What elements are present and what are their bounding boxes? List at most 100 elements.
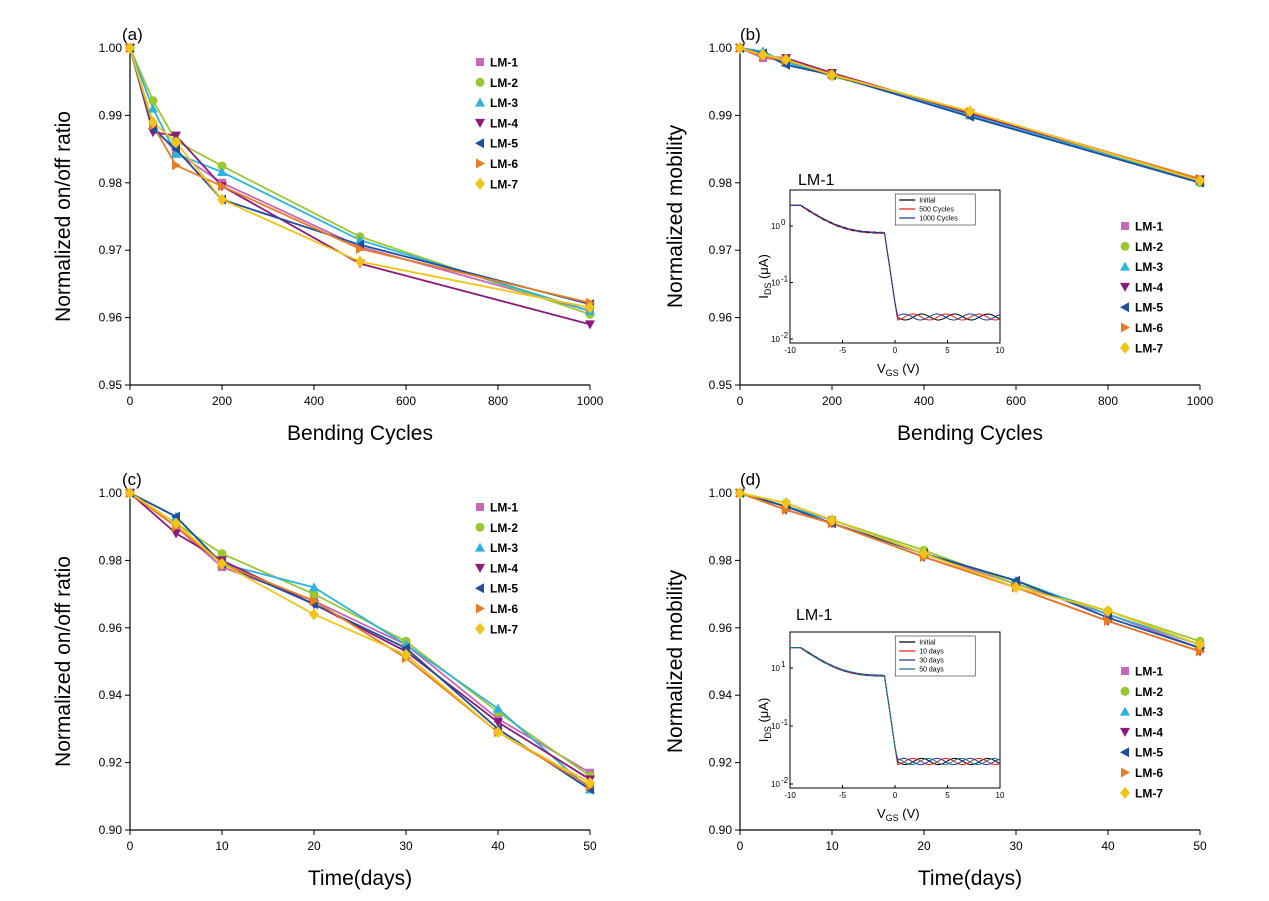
data-point-lm-7 [1011, 581, 1021, 594]
inset-curve [790, 204, 1001, 321]
y-tick-label: 1.00 [709, 41, 733, 55]
series-line-lm-1 [129, 492, 591, 774]
y-tick-label: 0.96 [709, 311, 733, 325]
data-point-lm-7 [758, 48, 768, 61]
y-axis-label: Normalized mobility [664, 569, 687, 753]
x-tick-label: 200 [822, 394, 842, 408]
data-point-lm-7 [217, 557, 227, 570]
data-point-lm-7 [1195, 174, 1205, 187]
legend-label: LM-1 [490, 56, 518, 70]
inset-y-tick-label: 10 [771, 279, 780, 288]
data-point-lm-7 [493, 726, 503, 739]
legend-marker-lm-1 [476, 58, 484, 66]
legend-marker-lm-3 [475, 97, 485, 107]
inset-legend-label: 30 days [919, 658, 944, 665]
y-tick-label: 0.92 [709, 756, 733, 770]
inset-title: LM-1 [798, 172, 835, 189]
inset-x-tick-label: 0 [893, 791, 898, 800]
series-line-lm-4 [129, 492, 591, 781]
x-tick-label: 10 [215, 839, 229, 853]
chart-panel-4: 0 10 20 30 40 500.900.920.940.960.981.00Time(… [664, 470, 1207, 890]
inset-x-tick-label: -10 [784, 791, 796, 800]
chart-panel-1: 0 200 400 600 800 1000 0.95 0.96 0.97 0.98 0.99 1.0… [52, 25, 604, 445]
data-point-lm-5 [171, 511, 180, 522]
data-point-lm-2 [148, 96, 158, 106]
legend-label: LM-7 [1135, 786, 1163, 800]
y-axis-label: Normalized on/off ratio [52, 111, 75, 322]
data-point-lm-3 [493, 703, 503, 713]
legend-marker-lm-2 [1120, 241, 1130, 251]
x-tick-label: 400 [304, 394, 324, 408]
x-tick-label: 50 [1193, 839, 1207, 853]
inset-x-tick-label: 5 [945, 346, 950, 355]
y-tick-label: 1.00 [709, 486, 733, 500]
data-point-lm-3 [217, 167, 227, 177]
x-tick-label: 800 [1098, 394, 1118, 408]
x-tick-label: 10 [825, 839, 839, 853]
y-tick-label: 0.98 [709, 176, 733, 190]
inset-y-tick-exponent: -1 [781, 718, 789, 727]
inset-legend-label: 500 Cycles [919, 207, 954, 214]
x-tick-label: 800 [488, 394, 508, 408]
data-point-lm-7 [735, 42, 745, 54]
legend-marker-lm-6 [476, 603, 485, 614]
y-tick-label: 0.97 [99, 243, 123, 257]
series-line-lm-7 [129, 492, 591, 784]
legend-label: LM-2 [1135, 685, 1163, 699]
x-tick-label: 600 [1006, 394, 1026, 408]
data-point-lm-3 [148, 103, 158, 113]
legend-label: LM-3 [1135, 260, 1163, 274]
data-point-lm-6 [172, 160, 181, 171]
legend-label: LM-7 [490, 177, 518, 191]
panel-label: (b) [740, 25, 761, 44]
series-line-lm-3 [739, 47, 1201, 183]
inset-x-tick-label: 10 [996, 346, 1005, 355]
panel-label: (a) [122, 25, 143, 44]
inset-title: LM-1 [796, 607, 833, 624]
x-tick-label: 30 [399, 839, 413, 853]
series-line-lm-4 [129, 47, 591, 326]
data-point-lm-7 [919, 547, 929, 560]
y-tick-label: 0.94 [99, 688, 123, 702]
y-axis-label: Normalized mobility [664, 124, 687, 308]
data-point-lm-7 [965, 105, 975, 118]
series-line-lm-3 [129, 47, 591, 312]
legend-label: LM-1 [1135, 220, 1163, 234]
y-tick-label: 0.94 [709, 688, 733, 702]
x-tick-label: 40 [491, 839, 505, 853]
data-point-lm-7 [125, 487, 135, 499]
legend-marker-lm-6 [1121, 322, 1130, 333]
legend-marker-lm-1 [476, 503, 484, 511]
legend-marker-lm-5 [1120, 747, 1129, 758]
legend-label: LM-1 [490, 501, 518, 515]
inset-x-tick-label: 0 [893, 346, 898, 355]
inset-x-axis-label: VGS (V) [877, 806, 920, 823]
inset-legend-label: Initial [919, 640, 936, 647]
inset-x-tick-label: -5 [839, 346, 847, 355]
data-point-lm-7 [781, 497, 791, 510]
data-point-lm-2 [309, 589, 319, 599]
panel-label: (d) [740, 470, 761, 489]
legend-label: LM-3 [1135, 705, 1163, 719]
data-point-lm-7 [171, 136, 181, 149]
legend-marker-lm-1 [1121, 222, 1129, 230]
inset-y-tick-exponent: -2 [781, 331, 789, 340]
y-tick-label: 0.99 [99, 108, 123, 122]
inset-curve [790, 647, 1001, 766]
y-tick-label: 0.95 [99, 378, 123, 392]
x-tick-label: 1000 [577, 394, 604, 408]
y-tick-label: 1.00 [99, 486, 123, 500]
legend-marker-lm-4 [475, 563, 485, 573]
data-point-lm-3 [171, 148, 181, 158]
data-point-lm-7 [735, 487, 745, 499]
legend-marker-lm-3 [475, 542, 485, 552]
data-point-lm-6 [782, 504, 791, 515]
data-point-lm-7 [125, 42, 135, 54]
inset-x-tick-label: -5 [839, 791, 847, 800]
data-point-lm-7 [401, 648, 411, 661]
chart-panel-3: 0 10 20 30 40 50 0.90 0.92 0.94 0.96 0.98 1.00 Time(… [52, 470, 597, 890]
legend-marker-lm-7 [475, 622, 485, 635]
legend-label: LM-6 [490, 602, 518, 616]
inset-y-tick-label: 10 [771, 722, 780, 731]
